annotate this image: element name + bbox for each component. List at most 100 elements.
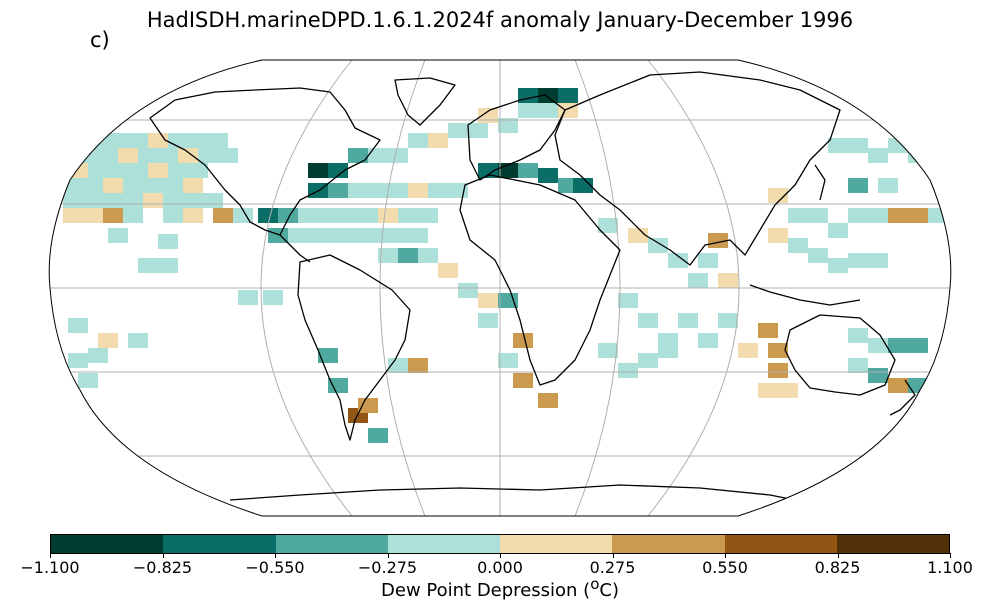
map-boundary — [48, 59, 952, 517]
anomaly-cell — [848, 138, 868, 153]
anomaly-cell — [168, 163, 188, 178]
colorbar-tick-label: −1.100 — [20, 558, 80, 577]
anomaly-cell — [218, 148, 238, 163]
anomaly-cell — [888, 338, 908, 353]
anomaly-cell — [418, 248, 438, 263]
anomaly-cell — [198, 148, 218, 163]
anomaly-cell — [558, 88, 578, 103]
anomaly-cell — [788, 238, 808, 253]
anomaly-cell — [518, 88, 538, 103]
colorbar-segment — [500, 535, 613, 553]
colorbar-tick-label: 0.275 — [589, 558, 636, 577]
anomaly-cell — [888, 208, 908, 223]
colorbar-tick-mark — [725, 553, 726, 558]
anomaly-cell — [573, 178, 593, 193]
anomaly-cell — [808, 208, 828, 223]
anomaly-cell — [388, 228, 408, 243]
colorbar-tick-label: 1.100 — [927, 558, 973, 577]
anomaly-cell — [698, 333, 718, 348]
anomaly-cell — [518, 103, 538, 118]
anomaly-cell — [123, 208, 143, 223]
colorbar-segment — [724, 535, 837, 553]
anomaly-cell — [328, 163, 348, 178]
colorbar-segment — [836, 535, 949, 553]
anomaly-cell — [358, 208, 378, 223]
anomaly-cell — [338, 208, 358, 223]
anomaly-cell — [478, 108, 498, 123]
anomaly-cell — [68, 353, 88, 368]
anomaly-cell — [428, 133, 448, 148]
anomaly-cell — [163, 208, 183, 223]
anomaly-cell — [718, 273, 738, 288]
anomaly-cell — [758, 323, 778, 338]
coast-north-america — [149, 87, 381, 236]
anomaly-cell — [498, 353, 518, 368]
coast-central-america — [279, 234, 311, 263]
anomaly-cell — [213, 208, 233, 223]
meridian — [379, 60, 426, 516]
coast-antarctica — [229, 484, 821, 506]
anomaly-cell — [188, 163, 208, 178]
anomaly-cell — [868, 253, 888, 268]
anomaly-cell — [308, 163, 328, 178]
anomaly-cell — [408, 228, 428, 243]
anomaly-cell — [768, 228, 788, 243]
anomaly-cell — [88, 163, 108, 178]
colorbar-tick-mark — [837, 553, 839, 558]
anomaly-cell — [848, 328, 868, 343]
anomaly-cell — [513, 373, 533, 388]
anomaly-cell — [513, 333, 533, 348]
coastlines — [149, 71, 916, 506]
anomaly-cell — [628, 228, 648, 243]
anomaly-cell — [408, 183, 428, 198]
anomaly-cell — [348, 148, 368, 163]
anomaly-cell — [668, 253, 688, 268]
anomaly-cell — [163, 178, 183, 193]
colorbar-tick-label: 0.000 — [477, 558, 523, 577]
anomaly-cell — [128, 163, 148, 178]
anomaly-cell — [928, 208, 948, 223]
anomaly-cell — [908, 208, 928, 223]
anomaly-cell — [258, 208, 278, 223]
anomaly-cell — [418, 208, 438, 223]
coast-asia — [554, 71, 841, 266]
anomaly-cell — [538, 393, 558, 408]
anomaly-cell — [103, 208, 123, 223]
anomaly-cell — [848, 358, 868, 373]
anomaly-cell — [308, 228, 328, 243]
anomaly-cell — [78, 373, 98, 388]
anomaly-cell — [143, 193, 163, 208]
anomaly-cell — [378, 208, 398, 223]
anomaly-cell — [738, 343, 758, 358]
anomaly-cell — [128, 333, 148, 348]
anomaly-cell — [123, 178, 143, 193]
coast-australia — [784, 314, 896, 396]
anomaly-grid-cells — [63, 88, 948, 443]
colorbar-label-superscript: o — [590, 575, 600, 593]
anomaly-cell — [183, 193, 203, 208]
anomaly-cell — [478, 313, 498, 328]
anomaly-cell — [118, 148, 138, 163]
anomaly-cell — [618, 363, 638, 378]
anomaly-cell — [868, 368, 888, 383]
coast-europe — [467, 94, 566, 181]
colorbar-label-text: Dew Point Depression ( — [381, 580, 591, 601]
anomaly-cell — [98, 333, 118, 348]
anomaly-cell — [328, 228, 348, 243]
anomaly-cell — [828, 258, 848, 273]
anomaly-cell — [128, 133, 148, 148]
meridian — [260, 60, 353, 516]
colorbar-tick-mark — [387, 553, 389, 558]
anomaly-cell — [908, 338, 928, 353]
anomaly-cell — [638, 313, 658, 328]
anomaly-cell — [328, 183, 348, 198]
colorbar-tick-mark — [950, 553, 951, 558]
anomaly-cell — [68, 318, 88, 333]
anomaly-cell — [408, 133, 428, 148]
anomaly-cell — [318, 348, 338, 363]
colorbar-label-unit: C) — [599, 580, 619, 601]
colorbar-tick-label: −0.275 — [357, 558, 418, 577]
anomaly-cell — [388, 183, 408, 198]
anomaly-cell — [278, 208, 298, 223]
anomaly-cell — [63, 208, 83, 223]
